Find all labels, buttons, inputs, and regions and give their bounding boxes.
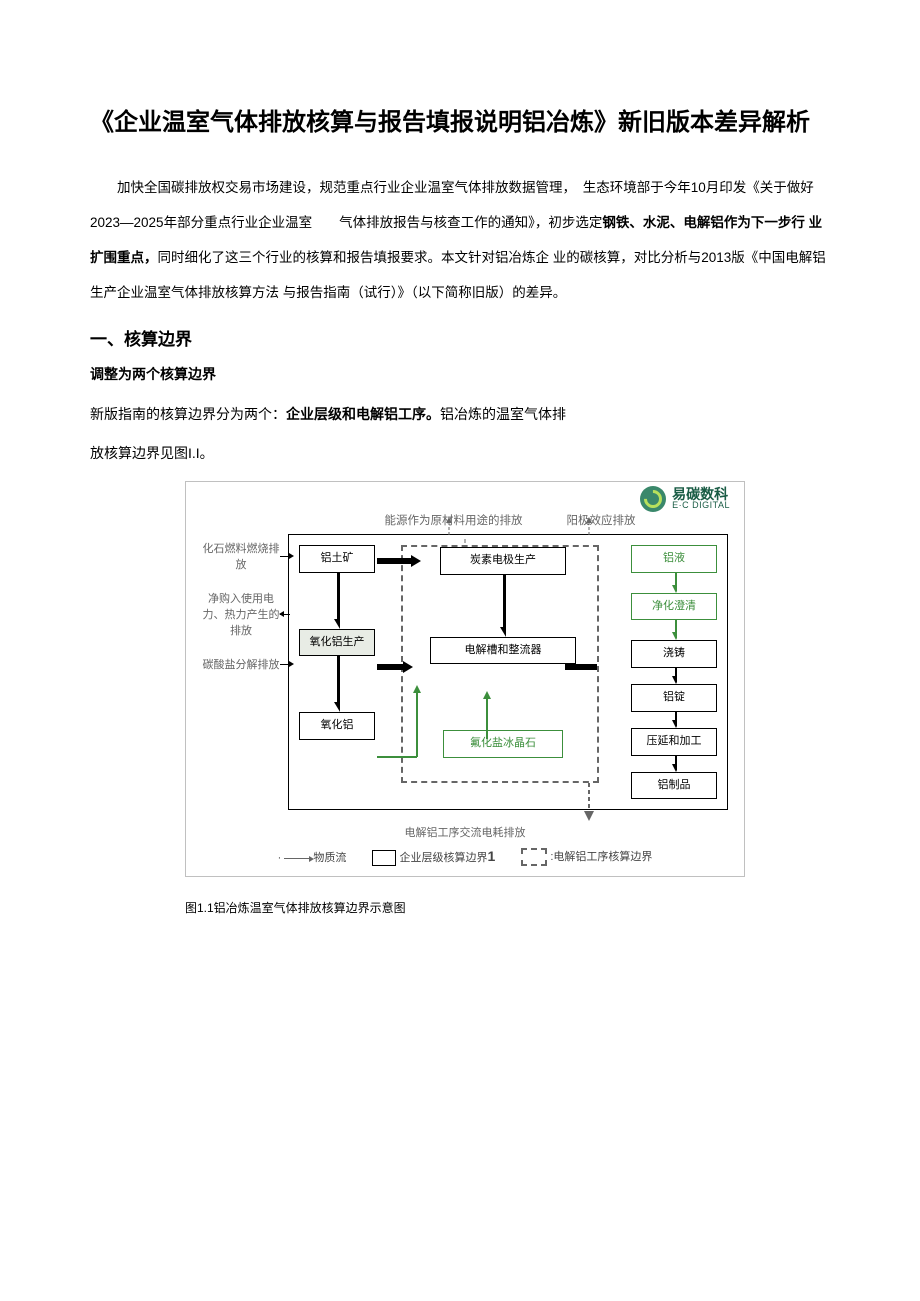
node-anode: 炭素电极生产 bbox=[440, 547, 566, 575]
node-cell: 电解槽和整流器 bbox=[430, 637, 576, 665]
legend-dash-icon bbox=[521, 848, 547, 866]
logo: 易碳数科 E·C DIGITAL bbox=[640, 486, 730, 512]
logo-text: 易碳数科 E·C DIGITAL bbox=[672, 487, 730, 510]
legend-item: · 物质流 bbox=[278, 849, 347, 865]
connectors-icon bbox=[377, 539, 597, 799]
arrow-down-icon bbox=[671, 668, 677, 684]
node-cryolite: 氟化盐冰晶石 bbox=[443, 730, 563, 758]
text: 新版指南的核算边界分为两个： bbox=[90, 406, 286, 422]
paragraph: 放核算边界见图І.І。 bbox=[90, 437, 830, 471]
arrow-down-icon bbox=[671, 573, 677, 593]
node-product: 铝制品 bbox=[631, 772, 717, 800]
col-left: 铝土矿 氧化铝生产 氧化铝 bbox=[299, 545, 375, 800]
logo-icon bbox=[640, 486, 666, 512]
paragraph: 新版指南的核算边界分为两个：企业层级和电解铝工序。铝冶炼的温室气体排 bbox=[90, 398, 830, 432]
arrow-down-icon bbox=[671, 712, 677, 728]
figure: 易碳数科 E·C DIGITAL 能源作为原材料用途的排放 阳极效应排放 化石燃… bbox=[185, 481, 830, 917]
diagram-card: 易碳数科 E·C DIGITAL 能源作为原材料用途的排放 阳极效应排放 化石燃… bbox=[185, 481, 745, 878]
text: 铝冶炼的温室气体排 bbox=[440, 406, 566, 422]
legend-label: 企业层级核算边界 bbox=[399, 852, 487, 864]
logo-en: E·C DIGITAL bbox=[672, 501, 730, 510]
label: 能源作为原材料用途的排放 bbox=[385, 512, 523, 528]
node-liquid: 铝液 bbox=[631, 545, 717, 573]
arrow-down-icon bbox=[334, 656, 340, 712]
text: 同时细化了这三个行业的核算和报告填报要求。本文针对铝冶炼企 业的碳核算，对比分析… bbox=[90, 250, 826, 300]
legend-label: 物质流 bbox=[313, 852, 346, 864]
diagram-body: 化石燃料燃烧排放 净购入使用电力、热力产生的排放 碳酸盐分解排放 铝土矿 氧化铝… bbox=[202, 534, 728, 811]
legend-label: :电解铝工序核算边界 bbox=[550, 851, 652, 863]
bottom-annotation: 电解铝工序交流电耗排放 bbox=[202, 824, 728, 840]
arrow-down-icon bbox=[500, 575, 506, 637]
node-rolling: 压延和加工 bbox=[631, 728, 717, 756]
logo-cn: 易碳数科 bbox=[672, 487, 730, 501]
node-alumina-prod: 氧化铝生产 bbox=[299, 629, 375, 657]
heading-level-3: 调整为两个核算边界 bbox=[90, 364, 830, 384]
figure-caption: 图1.1铝冶炼温室气体排放核算边界示意图 bbox=[185, 899, 830, 916]
text-bold: 企业层级和电解铝工序。 bbox=[286, 406, 440, 422]
col-right: 铝液 净化澄清 浇铸 铝锭 压延和加工 铝制品 bbox=[631, 545, 717, 800]
top-emission-labels: 能源作为原材料用途的排放 阳极效应排放 bbox=[292, 512, 728, 528]
node-ingot: 铝锭 bbox=[631, 684, 717, 712]
label: 化石燃料燃烧排放 bbox=[202, 540, 280, 572]
document-page: 《企业温室气体排放核算与报告填报说明铝冶炼》新旧版本差异解析 加快全国碳排放权交… bbox=[0, 0, 920, 1301]
arrow-down-icon bbox=[671, 620, 677, 640]
node-purify: 净化澄清 bbox=[631, 593, 717, 621]
label: 碳酸盐分解排放 bbox=[202, 656, 280, 672]
legend: · 物质流 企业层级核算边界1 :电解铝工序核算边界 bbox=[202, 848, 728, 866]
heading-level-2: 一、核算边界 bbox=[90, 325, 830, 350]
legend-solid-icon bbox=[372, 850, 396, 866]
node-cast: 浇铸 bbox=[631, 640, 717, 668]
legend-item: 企业层级核算边界1 bbox=[372, 848, 495, 866]
enterprise-boundary: 铝土矿 氧化铝生产 氧化铝 炭素电极生产 电解槽和整流器 氟化盐冰晶石 bbox=[288, 534, 728, 811]
node-alumina: 氧化铝 bbox=[299, 712, 375, 740]
left-emission-labels: 化石燃料燃烧排放 净购入使用电力、热力产生的排放 碳酸盐分解排放 bbox=[202, 534, 280, 811]
legend-item: :电解铝工序核算边界 bbox=[521, 848, 652, 866]
legend-flow-icon bbox=[284, 858, 310, 859]
arrow-down-icon bbox=[334, 573, 340, 629]
arrow-down-icon bbox=[671, 756, 677, 772]
node-bauxite: 铝土矿 bbox=[299, 545, 375, 573]
label: 阳极效应排放 bbox=[567, 512, 636, 528]
paragraph-intro: 加快全国碳排放权交易市场建设，规范重点行业企业温室气体排放数据管理， 生态环境部… bbox=[90, 170, 830, 310]
legend-digit: 1 bbox=[487, 848, 495, 864]
col-center: 炭素电极生产 电解槽和整流器 氟化盐冰晶石 bbox=[397, 545, 609, 800]
label: 净购入使用电力、热力产生的排放 bbox=[202, 590, 280, 638]
page-title: 《企业温室气体排放核算与报告填报说明铝冶炼》新旧版本差异解析 bbox=[90, 95, 830, 150]
bullet: · bbox=[278, 852, 282, 864]
